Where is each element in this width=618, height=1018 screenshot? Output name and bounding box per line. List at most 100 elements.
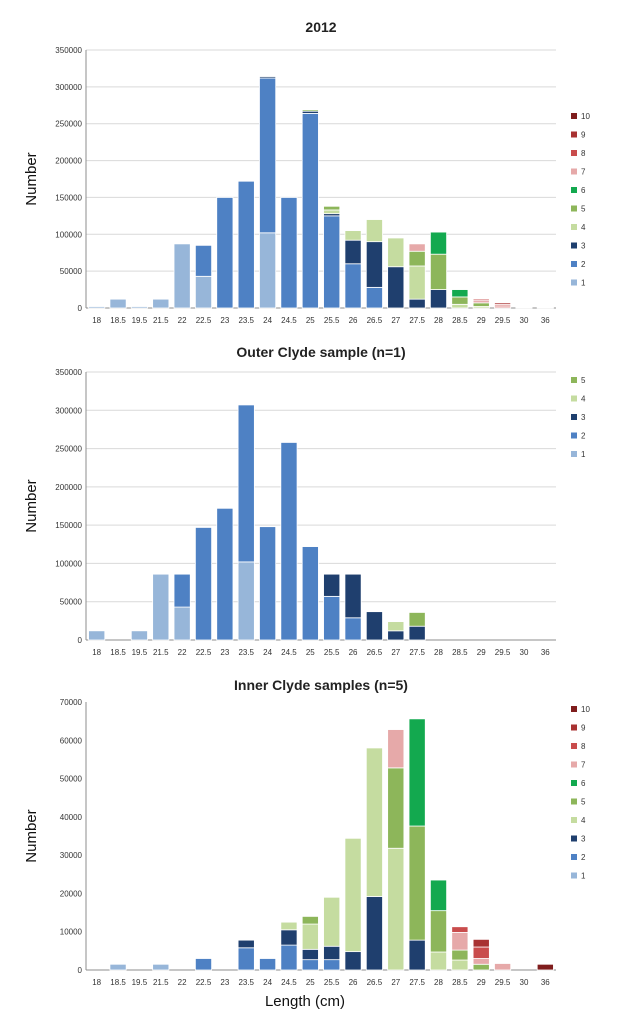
bar-segment-age-2 (237, 947, 255, 971)
bar-segment-age-2 (280, 197, 298, 309)
bar-segment-age-3 (344, 951, 362, 971)
bar-segment-age-5 (301, 109, 319, 112)
bar-segment-age-5 (429, 253, 448, 290)
bar-segment-age-7 (472, 958, 490, 965)
x-tick-label: 18 (92, 316, 101, 325)
x-tick-label: 24 (263, 648, 272, 657)
legend-swatch-4 (571, 817, 577, 823)
legend-label: 2 (581, 432, 586, 441)
bar-segment-age-2 (301, 546, 319, 641)
bar-segment-age-2 (259, 77, 277, 234)
legend-swatch-6 (571, 780, 577, 786)
bar-segment-age-4 (323, 209, 341, 215)
x-tick-label: 22 (178, 316, 187, 325)
bar-segment-age-3 (259, 76, 277, 79)
legend-swatch-2 (571, 432, 577, 439)
bar-segment-age-1 (259, 232, 277, 309)
bar-segment-age-5 (451, 949, 469, 961)
legend-swatch-8 (571, 743, 577, 749)
y-tick-label: 300000 (55, 83, 82, 92)
bar-segment-age-4 (280, 921, 298, 931)
x-tick-label: 27.5 (409, 316, 425, 325)
bar-segment-age-2 (280, 442, 298, 641)
bar-segment-age-6 (429, 231, 448, 255)
x-tick-label: 21.5 (153, 978, 169, 987)
legend-label: 8 (581, 742, 586, 751)
y-tick-label: 0 (78, 636, 83, 645)
bar-segment-age-6 (429, 879, 448, 912)
x-tick-label: 24 (263, 978, 272, 987)
bar-segment-age-3 (344, 573, 362, 619)
x-tick-label: 29 (477, 648, 486, 657)
legend-label: 9 (581, 131, 586, 140)
x-tick-label: 36 (541, 648, 550, 657)
bar-segment-age-2 (216, 197, 234, 309)
legend-swatch-5 (571, 798, 577, 805)
x-tick-label: 22.5 (196, 648, 212, 657)
bar-segment-age-4 (387, 621, 405, 632)
y-tick-label: 300000 (55, 406, 82, 415)
bar-segment-age-1 (173, 606, 191, 641)
bar-segment-age-1 (194, 275, 213, 309)
legend-swatch-4 (571, 395, 577, 402)
bar-segment-age-1 (237, 561, 255, 641)
y-tick-label: 10000 (60, 928, 83, 937)
bar-segment-age-3 (429, 289, 448, 309)
bar-segment-age-3 (408, 298, 426, 309)
x-tick-label: 19.5 (132, 648, 148, 657)
legend-label: 3 (581, 413, 586, 422)
bar-segment-age-4 (451, 959, 469, 971)
bar-segment-age-5 (301, 916, 319, 925)
y-axis-label: Number (23, 809, 40, 862)
bar-segment-age-4 (387, 237, 405, 268)
y-tick-label: 350000 (55, 46, 82, 55)
bar-segment-age-3 (387, 630, 405, 641)
bar-segment-age-2 (365, 286, 383, 309)
bar-segment-age-5 (408, 825, 426, 941)
x-tick-label: 23 (220, 978, 229, 987)
x-tick-label: 28 (434, 648, 443, 657)
x-tick-label: 22.5 (196, 978, 212, 987)
x-tick-label: 28.5 (452, 978, 468, 987)
y-tick-label: 60000 (60, 736, 83, 745)
bar-segment-age-2 (194, 958, 213, 971)
x-tick-label: 23.5 (238, 648, 254, 657)
x-tick-label: 27 (391, 648, 400, 657)
y-tick-label: 100000 (55, 230, 82, 239)
bar-segment-age-1 (152, 573, 170, 641)
legend-label: 7 (581, 168, 586, 177)
bar-segment-age-8 (472, 298, 490, 302)
x-tick-label: 27 (391, 978, 400, 987)
bar-segment-age-5 (472, 302, 490, 307)
bar-segment-age-3 (408, 625, 426, 641)
y-tick-label: 30000 (60, 851, 83, 860)
x-tick-label: 23 (220, 648, 229, 657)
bar-segment-age-2 (301, 112, 319, 309)
bar-segment-age-2 (237, 180, 255, 309)
bar-segment-age-2 (323, 595, 341, 641)
legend-label: 1 (581, 872, 586, 881)
chart-title: Inner Clyde samples (n=5) (234, 677, 408, 693)
bar-segment-age-3 (365, 241, 383, 288)
legend-swatch-4 (571, 224, 577, 230)
bar-segment-age-2 (194, 527, 213, 641)
bar-segment-age-2 (259, 958, 277, 971)
bar-segment-age-9 (472, 938, 490, 948)
y-tick-label: 40000 (60, 813, 83, 822)
legend-swatch-10 (571, 113, 577, 119)
bar-segment-age-4 (451, 303, 469, 309)
chart-panel-outer-clyde: Outer Clyde sample (n=1) Number 0 50000 1000… (23, 344, 586, 657)
bar-segment-age-2 (173, 573, 191, 608)
bar-segment-age-3 (365, 896, 383, 971)
legend-label: 2 (581, 260, 586, 269)
bar-segment-age-5 (472, 963, 490, 971)
x-tick-label: 25 (306, 648, 315, 657)
x-tick-label: 18.5 (110, 316, 126, 325)
bar-segment-age-7 (387, 729, 405, 769)
legend-label: 3 (581, 835, 586, 844)
x-tick-label: 36 (541, 316, 550, 325)
x-tick-label: 21.5 (153, 316, 169, 325)
bar-segment-age-1 (109, 963, 127, 971)
y-tick-label: 200000 (55, 157, 82, 166)
legend-label: 2 (581, 853, 586, 862)
